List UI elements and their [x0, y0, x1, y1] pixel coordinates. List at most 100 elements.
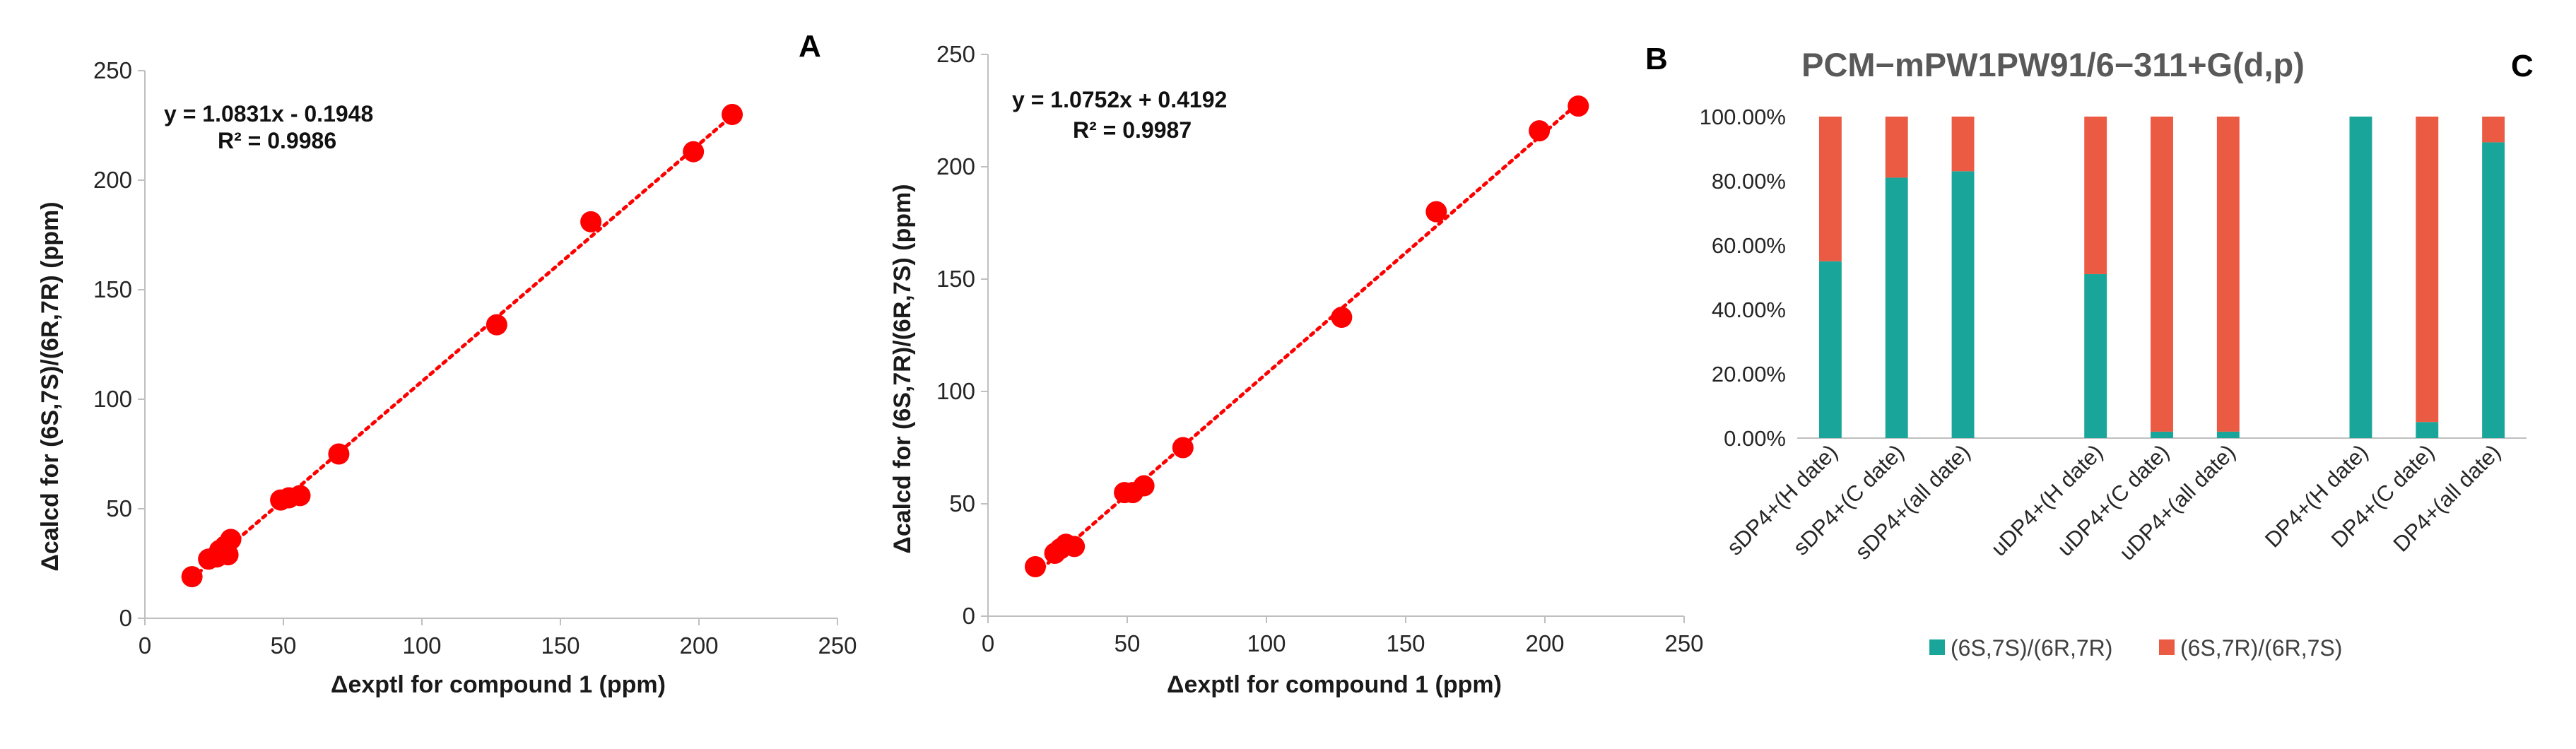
- x-tick-label: 100: [1247, 630, 1286, 656]
- panel-b-data-points: [1024, 95, 1589, 578]
- y-tick-label: 250: [936, 41, 975, 67]
- bar-segment: [2151, 117, 2173, 432]
- panel-b-tick-labels: 0 50 100 150 200 250 0 50 100 150 200 250: [936, 41, 1704, 656]
- panel-a-data-points: [181, 104, 743, 588]
- panel-a-letter: A: [799, 29, 821, 64]
- panel-b-letter: B: [1645, 42, 1668, 76]
- panelA-trendline-line: [190, 114, 734, 581]
- panel-c-y-tick-labels: 0.00% 20.00% 40.00% 60.00% 80.00% 100.00%: [1700, 105, 1786, 451]
- y-tick-label: 0.00%: [1724, 426, 1786, 451]
- y-tick-label: 0: [963, 603, 975, 629]
- bar-segment: [2482, 142, 2505, 438]
- category-label: uDP4+(all date): [2115, 440, 2240, 565]
- x-tick-label: 50: [271, 632, 297, 659]
- x-tick-label: 200: [1525, 630, 1564, 656]
- data-point: [289, 485, 311, 507]
- panel-c-stacked-bar-chart: PCM−mPW1PW91/6−311+G(d,p) C 0.00% 20.00% 4…: [1700, 46, 2534, 661]
- panel-b-equation: y = 1.0752x + 0.4192: [1012, 87, 1227, 112]
- bar-segment: [2416, 117, 2439, 423]
- bar-segment: [2084, 117, 2107, 274]
- y-tick-label: 0: [119, 605, 132, 631]
- bar-segment: [1818, 261, 1842, 438]
- data-point: [1529, 120, 1551, 142]
- y-tick-label: 100: [93, 386, 132, 412]
- legend-label-series-1: (6S,7S)/(6R,7R): [1951, 635, 2112, 661]
- legend-swatch-series-2: [2159, 639, 2175, 655]
- data-point: [220, 529, 242, 550]
- data-point: [1133, 475, 1155, 497]
- category-label: uDP4+(H date): [1987, 440, 2108, 561]
- bar-segment: [1818, 117, 1842, 261]
- data-point: [1172, 437, 1194, 459]
- x-tick-label: 250: [1664, 630, 1703, 656]
- panel-a-axes: [138, 70, 838, 625]
- x-tick-label: 50: [1114, 630, 1141, 656]
- panel-c-letter: C: [2511, 49, 2534, 83]
- panel-c-bars: [1818, 117, 2505, 438]
- bar-segment: [2216, 117, 2240, 432]
- data-point: [1425, 201, 1447, 223]
- legend-swatch-series-1: [1929, 639, 1945, 655]
- panel-a-scatter-chart: 0 50 100 150 200 250 0 50 100 150 200 250 A y = 1.0…: [37, 29, 857, 698]
- x-tick-label: 0: [982, 630, 994, 656]
- category-label: sDP4+(all date): [1850, 440, 1975, 564]
- panel-a-x-axis-label: Δexptl for compound 1 (ppm): [331, 671, 666, 698]
- bar-segment: [1885, 117, 1908, 178]
- y-tick-label: 150: [936, 266, 975, 292]
- y-tick-label: 100: [936, 378, 975, 404]
- panel-b-r-squared: R² = 0.9987: [1073, 117, 1192, 143]
- data-point: [683, 141, 705, 163]
- y-tick-label: 100.00%: [1700, 105, 1786, 129]
- data-point: [328, 443, 350, 465]
- bar-segment: [1951, 117, 1975, 172]
- bar-segment: [1885, 177, 1908, 438]
- bar-segment: [2349, 117, 2372, 438]
- panel-b-axes: [981, 54, 1685, 623]
- panel-b-scatter-chart: 0 50 100 150 200 250 0 50 100 150 200 250 B y = 1.0…: [889, 41, 1704, 698]
- bar-segment: [2084, 273, 2107, 438]
- panel-a-y-axis-label: Δcalcd for (6S,7S)/(6R,7R) (ppm): [37, 201, 64, 571]
- panel-c-legend: (6S,7S)/(6R,7R) (6S,7R)/(6R,7S): [1929, 635, 2342, 661]
- panel-b-y-axis-label: Δcalcd for (6S,7R)/(6R,7S) (ppm): [889, 184, 916, 553]
- y-tick-label: 50: [106, 495, 132, 521]
- data-point: [1331, 307, 1353, 329]
- y-tick-label: 60.00%: [1712, 233, 1786, 258]
- bar-segment: [2216, 431, 2240, 438]
- panelB-trendline-line: [1033, 101, 1580, 577]
- bar-segment: [2151, 431, 2173, 438]
- panel-c-category-labels: sDP4+(H date)sDP4+(C date)sDP4+(all date…: [1722, 440, 2506, 565]
- category-label: sDP4+(H date): [1722, 440, 1842, 560]
- x-tick-label: 250: [818, 632, 857, 659]
- x-tick-label: 100: [402, 632, 441, 659]
- y-tick-label: 50: [949, 490, 975, 517]
- y-tick-label: 150: [93, 276, 132, 302]
- panel-c-title: PCM−mPW1PW91/6−311+G(d,p): [1801, 46, 2305, 83]
- data-point: [1064, 536, 1086, 558]
- data-point: [486, 314, 507, 336]
- data-point: [1568, 95, 1589, 117]
- y-tick-label: 200: [93, 167, 132, 193]
- x-tick-label: 200: [679, 632, 718, 659]
- y-tick-label: 80.00%: [1712, 169, 1786, 194]
- panel-b-x-axis-label: Δexptl for compound 1 (ppm): [1167, 671, 1502, 698]
- bar-segment: [2482, 117, 2505, 143]
- y-tick-label: 250: [93, 57, 132, 83]
- data-point: [722, 104, 743, 125]
- y-tick-label: 200: [936, 153, 975, 179]
- data-point: [1024, 556, 1046, 578]
- bar-segment: [2416, 422, 2439, 438]
- y-tick-label: 40.00%: [1712, 297, 1786, 322]
- category-label: uDP4+(C date): [2052, 440, 2174, 561]
- panel-a-trendline: [190, 114, 734, 581]
- data-point: [181, 566, 203, 588]
- data-point: [580, 211, 602, 232]
- panel-a-equation: y = 1.0831x - 0.1948: [164, 101, 373, 126]
- legend-label-series-2: (6S,7R)/(6R,7S): [2180, 635, 2342, 661]
- y-tick-label: 20.00%: [1712, 362, 1786, 387]
- panel-a-r-squared: R² = 0.9986: [218, 128, 336, 153]
- x-tick-label: 150: [541, 632, 580, 659]
- panel-a-tick-labels: 0 50 100 150 200 250 0 50 100 150 200 250: [93, 57, 857, 659]
- bar-segment: [1951, 171, 1975, 438]
- panel-b-trendline: [1033, 101, 1580, 577]
